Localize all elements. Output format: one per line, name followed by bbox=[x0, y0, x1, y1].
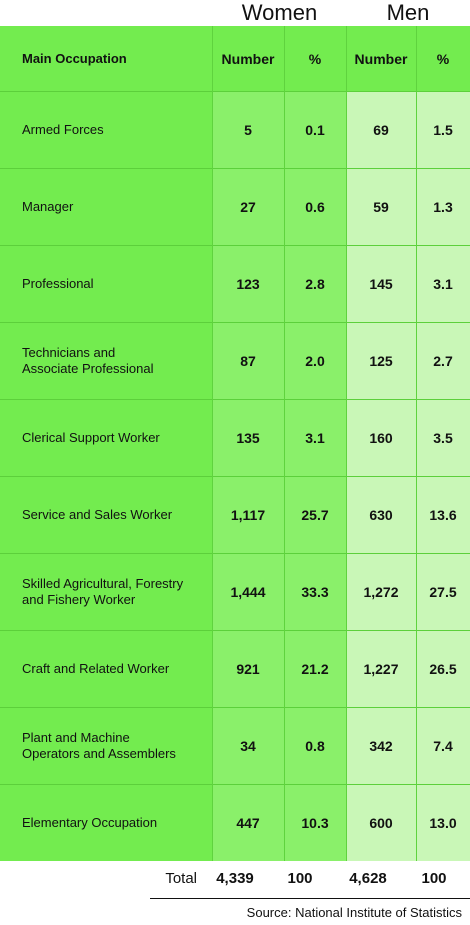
cell-women-number: 921 bbox=[212, 630, 284, 707]
source-divider bbox=[150, 898, 470, 899]
total-women-pct: 100 bbox=[287, 869, 313, 887]
row-divider bbox=[0, 707, 470, 708]
row-divider bbox=[0, 630, 470, 631]
cell-women-number: 1,444 bbox=[212, 553, 284, 630]
table-row: Plant and Machine Operators and Assemble… bbox=[0, 707, 470, 784]
cell-women-number: 34 bbox=[212, 707, 284, 784]
cell-men-number: 342 bbox=[346, 707, 416, 784]
cell-men-number: 125 bbox=[346, 322, 416, 399]
cell-men-pct: 13.0 bbox=[416, 784, 470, 861]
cell-men-pct: 27.5 bbox=[416, 553, 470, 630]
cell-men-number: 59 bbox=[346, 168, 416, 245]
cell-women-number: 123 bbox=[212, 245, 284, 322]
cell-women-pct: 2.0 bbox=[284, 322, 346, 399]
row-divider bbox=[0, 91, 470, 92]
total-label: Total bbox=[165, 869, 197, 887]
cell-occupation: Professional bbox=[0, 245, 212, 322]
source-note: Source: National Institute of Statistics bbox=[246, 905, 462, 920]
row-divider bbox=[0, 245, 470, 246]
cell-women-number: 5 bbox=[212, 91, 284, 168]
cell-occupation: Technicians and Associate Professional bbox=[0, 322, 212, 399]
row-divider bbox=[0, 476, 470, 477]
table-row: Armed Forces 5 0.1 69 1.5 bbox=[0, 91, 470, 168]
table-row: Professional 123 2.8 145 3.1 bbox=[0, 245, 470, 322]
cell-men-number: 160 bbox=[346, 399, 416, 476]
cell-occupation: Manager bbox=[0, 168, 212, 245]
table-row: Skilled Agricultural, Forestry and Fishe… bbox=[0, 553, 470, 630]
row-divider bbox=[0, 553, 470, 554]
total-row: Total 4,339 100 4,628 100 bbox=[0, 862, 470, 894]
table-row: Elementary Occupation 447 10.3 600 13.0 bbox=[0, 784, 470, 861]
table-row: Clerical Support Worker 135 3.1 160 3.5 bbox=[0, 399, 470, 476]
cell-occupation: Skilled Agricultural, Forestry and Fishe… bbox=[0, 553, 212, 630]
cell-men-pct: 3.1 bbox=[416, 245, 470, 322]
cell-men-pct: 3.5 bbox=[416, 399, 470, 476]
cell-women-number: 447 bbox=[212, 784, 284, 861]
row-divider bbox=[0, 168, 470, 169]
cell-men-number: 630 bbox=[346, 476, 416, 553]
cell-women-number: 135 bbox=[212, 399, 284, 476]
cell-women-number: 27 bbox=[212, 168, 284, 245]
cell-men-number: 600 bbox=[346, 784, 416, 861]
cell-men-pct: 1.3 bbox=[416, 168, 470, 245]
cell-women-number: 87 bbox=[212, 322, 284, 399]
women-group-header: Women bbox=[241, 0, 318, 25]
header-occupation: Main Occupation bbox=[0, 26, 212, 91]
cell-women-number: 1,117 bbox=[212, 476, 284, 553]
total-men-number: 4,628 bbox=[349, 869, 387, 887]
cell-men-number: 1,272 bbox=[346, 553, 416, 630]
men-group-header: Men bbox=[386, 0, 430, 25]
header-women-number: Number bbox=[212, 26, 284, 91]
cell-women-pct: 21.2 bbox=[284, 630, 346, 707]
table-row: Manager 27 0.6 59 1.3 bbox=[0, 168, 470, 245]
cell-occupation: Service and Sales Worker bbox=[0, 476, 212, 553]
cell-occupation: Plant and Machine Operators and Assemble… bbox=[0, 707, 212, 784]
column-divider bbox=[212, 26, 213, 861]
column-divider bbox=[416, 26, 417, 861]
cell-women-pct: 33.3 bbox=[284, 553, 346, 630]
cell-men-pct: 2.7 bbox=[416, 322, 470, 399]
row-divider bbox=[0, 322, 470, 323]
cell-men-pct: 1.5 bbox=[416, 91, 470, 168]
total-men-pct: 100 bbox=[421, 869, 447, 887]
cell-men-pct: 7.4 bbox=[416, 707, 470, 784]
cell-women-pct: 0.1 bbox=[284, 91, 346, 168]
header-men-pct: % bbox=[416, 26, 470, 91]
table-row: Craft and Related Worker 921 21.2 1,227 26.5 bbox=[0, 630, 470, 707]
total-women-number: 4,339 bbox=[216, 869, 254, 887]
cell-men-number: 145 bbox=[346, 245, 416, 322]
cell-occupation: Clerical Support Worker bbox=[0, 399, 212, 476]
cell-women-pct: 0.6 bbox=[284, 168, 346, 245]
cell-women-pct: 0.8 bbox=[284, 707, 346, 784]
header-men-number: Number bbox=[346, 26, 416, 91]
cell-men-pct: 13.6 bbox=[416, 476, 470, 553]
cell-occupation: Armed Forces bbox=[0, 91, 212, 168]
row-divider bbox=[0, 399, 470, 400]
table-header-row: Main Occupation Number % Number % bbox=[0, 26, 470, 91]
column-divider bbox=[346, 26, 347, 861]
cell-women-pct: 3.1 bbox=[284, 399, 346, 476]
cell-men-pct: 26.5 bbox=[416, 630, 470, 707]
table-row: Service and Sales Worker 1,117 25.7 630 13.6 bbox=[0, 476, 470, 553]
cell-occupation: Craft and Related Worker bbox=[0, 630, 212, 707]
table-row: Technicians and Associate Professional 87… bbox=[0, 322, 470, 399]
cell-occupation: Elementary Occupation bbox=[0, 784, 212, 861]
cell-women-pct: 2.8 bbox=[284, 245, 346, 322]
header-women-pct: % bbox=[284, 26, 346, 91]
column-divider bbox=[284, 26, 285, 861]
row-divider bbox=[0, 784, 470, 785]
cell-men-number: 1,227 bbox=[346, 630, 416, 707]
cell-men-number: 69 bbox=[346, 91, 416, 168]
cell-women-pct: 10.3 bbox=[284, 784, 346, 861]
cell-women-pct: 25.7 bbox=[284, 476, 346, 553]
